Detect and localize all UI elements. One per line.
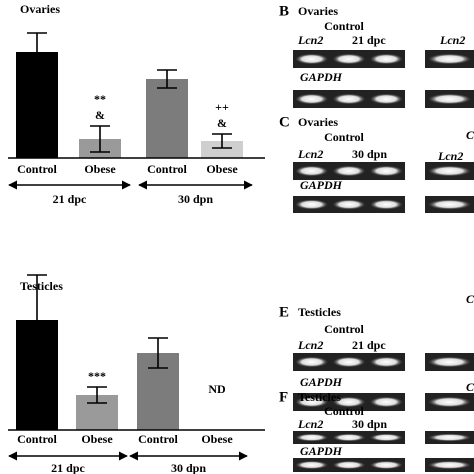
gel-band (427, 460, 472, 470)
group-label: Control (324, 130, 364, 144)
time-label: 30 dpn (352, 417, 387, 431)
x-tick-label: Control (138, 432, 178, 446)
gene-label: GAPDH (300, 375, 343, 389)
gel-band (294, 433, 329, 442)
gel-band (369, 396, 404, 408)
annotation: *** (88, 369, 106, 383)
gel-band (332, 433, 366, 442)
chart-title: Testicles (20, 279, 63, 293)
group-label: Control (324, 19, 364, 33)
cut-label: C (466, 292, 474, 306)
error-bar (157, 69, 177, 89)
gel-band (294, 199, 329, 210)
panel-title: Ovaries (298, 115, 338, 129)
annotation: & (95, 108, 105, 122)
gel-band (294, 165, 329, 177)
error-bar (212, 133, 232, 149)
gel-band (332, 460, 366, 470)
error-bar (87, 386, 107, 404)
bar (201, 141, 243, 158)
cut-label: Lcn2 (439, 33, 465, 47)
bar (146, 79, 188, 158)
gel-band (332, 53, 366, 65)
gel-band (427, 93, 472, 105)
gel-band (427, 396, 472, 408)
group-label: 30 dpn (178, 192, 213, 206)
group-label: 30 dpn (171, 461, 206, 474)
gel-band (332, 93, 366, 105)
gel-band (294, 93, 329, 105)
gel-band (427, 165, 472, 177)
panel-letter: E (279, 304, 289, 320)
gel-band (294, 396, 329, 408)
panel-letter: B (279, 3, 289, 19)
gene-label: Lcn2 (297, 338, 323, 352)
x-tick-label: Control (17, 162, 57, 176)
error-bar (27, 32, 47, 72)
panel-title: Testicles (298, 305, 341, 319)
panel-letter: C (279, 114, 290, 130)
gel-band (427, 199, 472, 210)
gel-band (294, 356, 329, 368)
gel-band (332, 165, 366, 177)
panel-title: Ovaries (298, 4, 338, 18)
gel-band (369, 53, 404, 65)
group-label: 21 dpc (51, 461, 85, 474)
gel-band (369, 433, 404, 442)
gene-label: GAPDH (300, 178, 343, 192)
time-label: 21 dpc (352, 33, 386, 47)
gel-band (427, 53, 472, 65)
gene-label: Lcn2 (297, 147, 323, 161)
gel-band (332, 356, 366, 368)
time-label: 21 dpc (352, 338, 386, 352)
group-label: 21 dpc (53, 192, 87, 206)
gene-label: GAPDH (300, 70, 343, 84)
error-bar (90, 125, 110, 153)
gel-band (427, 433, 472, 442)
time-label: 30 dpn (352, 147, 387, 161)
x-tick-label: Obese (201, 432, 233, 446)
x-tick-label: Control (17, 432, 57, 446)
chart-title: Ovaries (20, 2, 60, 16)
x-tick-label: Obese (81, 432, 113, 446)
gel-band (294, 460, 329, 470)
panel-title: Testicles (298, 390, 341, 404)
x-tick-label: Obese (84, 162, 116, 176)
gel-band (369, 460, 404, 470)
gel-band (427, 356, 472, 368)
annotation: & (217, 116, 227, 130)
group-label: Control (324, 322, 364, 336)
gel-band (294, 53, 329, 65)
gene-label: Lcn2 (297, 33, 323, 47)
gel-band (369, 165, 404, 177)
cut-label: C (466, 380, 474, 394)
panel-letter: F (279, 389, 288, 405)
cut-label: C (466, 128, 474, 142)
error-bar (27, 274, 47, 366)
gel-band (332, 199, 366, 210)
annotation: ND (208, 382, 226, 396)
gel-band (369, 93, 404, 105)
gene-label: Lcn2 (297, 417, 323, 431)
annotation: ** (94, 92, 106, 106)
cut-label: Lcn2 (437, 149, 463, 163)
group-label: Control (324, 404, 364, 418)
gel-band (369, 356, 404, 368)
gel-band (369, 199, 404, 210)
annotation: ++ (215, 100, 229, 114)
x-tick-label: Obese (206, 162, 238, 176)
error-bar (148, 337, 168, 369)
gel-band (332, 396, 366, 408)
x-tick-label: Control (147, 162, 187, 176)
gene-label: GAPDH (300, 444, 343, 458)
